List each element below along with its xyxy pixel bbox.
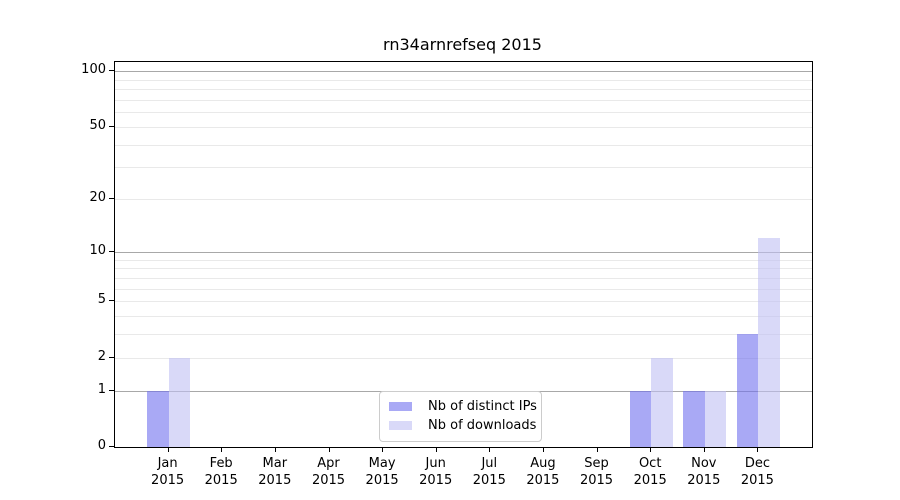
legend-swatch-distinct-ips (389, 402, 412, 411)
gridline-major-10 (115, 251, 812, 253)
gridline-minor-7 (115, 277, 812, 279)
y-tick-50 (109, 125, 114, 127)
gridline-minor-50 (115, 126, 812, 128)
legend-item-downloads: Nb of downloads (389, 416, 536, 435)
legend-label-distinct-ips: Nb of distinct IPs (428, 399, 537, 414)
gridline-minor-30 (115, 167, 812, 169)
x-tick-nov-2015 (703, 447, 705, 452)
y-tick-label-100: 100 (81, 62, 106, 78)
y-tick-label-1: 1 (97, 381, 106, 397)
y-tick-100 (109, 70, 114, 72)
x-tick-sep-2015 (596, 447, 598, 452)
bar-nb-of-distinct-ips-oct-2015 (629, 390, 652, 447)
y-tick-20 (109, 198, 114, 200)
bar-nb-of-downloads-jan-2015 (168, 357, 191, 447)
legend-item-distinct-ips: Nb of distinct IPs (389, 397, 537, 416)
gridline-minor-60 (115, 112, 812, 114)
y-tick-label-10: 10 (89, 242, 106, 258)
x-tick-feb-2015 (221, 447, 223, 452)
x-tick-apr-2015 (328, 447, 330, 452)
x-tick-aug-2015 (542, 447, 544, 452)
x-tick-jul-2015 (489, 447, 491, 452)
x-tick-label-sep-2015: Sep 2015 (579, 456, 614, 488)
gridline-minor-90 (115, 79, 812, 81)
y-tick-5 (109, 300, 114, 302)
legend-label-downloads: Nb of downloads (428, 418, 537, 433)
x-tick-label-dec-2015: Dec 2015 (740, 456, 774, 488)
x-tick-label-aug-2015: Aug 2015 (526, 456, 560, 488)
y-tick-1 (109, 389, 114, 391)
x-tick-mar-2015 (274, 447, 276, 452)
x-tick-jun-2015 (435, 447, 437, 452)
gridline-minor-80 (115, 89, 812, 91)
x-tick-label-apr-2015: Apr 2015 (311, 456, 346, 488)
bar-nb-of-downloads-oct-2015 (651, 357, 673, 447)
y-tick-0 (109, 446, 114, 447)
x-tick-label-jan-2015: Jan 2015 (151, 456, 185, 488)
x-tick-jan-2015 (167, 447, 169, 452)
x-tick-label-jun-2015: Jun 2015 (419, 456, 453, 488)
x-tick-may-2015 (382, 447, 384, 452)
gridline-minor-8 (115, 268, 812, 270)
bar-nb-of-downloads-dec-2015 (758, 238, 780, 447)
x-tick-label-feb-2015: Feb 2015 (204, 456, 238, 488)
y-tick-2 (109, 356, 114, 358)
gridline-minor-70 (115, 99, 812, 101)
x-tick-label-mar-2015: Mar 2015 (258, 456, 292, 488)
gridline-minor-9 (115, 259, 812, 261)
bar-nb-of-distinct-ips-dec-2015 (736, 334, 759, 447)
gridline-minor-6 (115, 288, 812, 290)
gridline-minor-4 (115, 315, 812, 317)
y-tick-label-20: 20 (89, 190, 106, 206)
y-tick-label-2: 2 (97, 348, 106, 364)
plot-area: Nb of distinct IPs Nb of downloads (114, 61, 813, 448)
y-tick-label-5: 5 (97, 292, 106, 308)
legend: Nb of distinct IPs Nb of downloads (379, 391, 542, 442)
gridline-major-100 (115, 71, 812, 73)
gridline-minor-5 (115, 301, 812, 303)
legend-swatch-downloads (389, 421, 412, 430)
gridline-minor-20 (115, 199, 812, 201)
chart-title: rn34arnrefseq 2015 (383, 35, 542, 54)
gridline-minor-3 (115, 334, 812, 336)
x-tick-dec-2015 (757, 447, 759, 452)
gridline-minor-40 (115, 144, 812, 146)
y-tick-label-50: 50 (89, 117, 106, 133)
bar-nb-of-distinct-ips-jan-2015 (147, 390, 169, 447)
x-tick-label-nov-2015: Nov 2015 (687, 456, 721, 488)
x-tick-label-jul-2015: Jul 2015 (472, 456, 506, 488)
bar-nb-of-distinct-ips-nov-2015 (683, 390, 705, 447)
bar-nb-of-downloads-nov-2015 (704, 390, 727, 447)
x-tick-label-may-2015: May 2015 (365, 456, 399, 488)
x-tick-label-oct-2015: Oct 2015 (633, 456, 667, 488)
gridline-minor-2 (115, 357, 812, 359)
y-tick-10 (109, 250, 114, 252)
y-tick-label-0: 0 (97, 438, 106, 453)
x-tick-oct-2015 (650, 447, 652, 452)
